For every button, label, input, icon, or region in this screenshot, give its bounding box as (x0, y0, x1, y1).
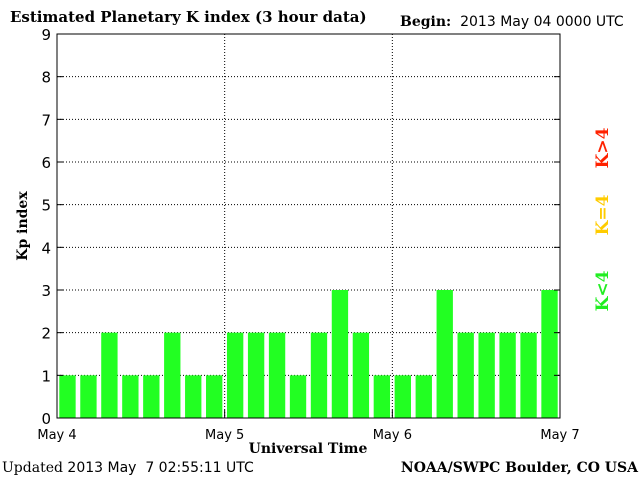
kp-bar (310, 332, 328, 418)
kp-bar (59, 375, 76, 418)
kp-bar (247, 332, 265, 418)
x-tick-label: May 5 (205, 428, 244, 443)
legend-equal-text: K=4 (593, 194, 613, 235)
kp-bar (143, 375, 160, 418)
x-tick-label: May 4 (37, 428, 76, 443)
y-tick-label: 8 (41, 69, 51, 87)
plot-frame (56, 33, 561, 419)
x-axis-label: Universal Time (249, 441, 368, 457)
grid-layer (57, 34, 560, 418)
kp-bar (415, 375, 432, 418)
updated-time: Updated 2013 May 7 02:55:11 UTC (2, 460, 254, 476)
y-axis-label: Kp index (15, 191, 31, 261)
y-tick-label: 7 (41, 111, 51, 129)
kp-bar (457, 332, 474, 418)
y-tick-label: 0 (41, 410, 51, 428)
ticks-layer: 0 1 2 3 4 5 6 7 8 9 May 4 May 5 May 6 May 7 (37, 26, 579, 443)
kp-bar (289, 375, 307, 418)
kp-bar (268, 332, 286, 418)
kp-bar (520, 332, 537, 418)
kp-bar (373, 375, 391, 418)
y-tick-label: 6 (41, 154, 51, 172)
kp-bar (164, 332, 181, 418)
updated-value: 2013 May 7 02:55:11 UTC (67, 460, 254, 476)
kp-bar (206, 375, 223, 418)
kp-bar (185, 375, 202, 418)
legend-below-text: K<4 (593, 270, 613, 311)
y-tick-label: 9 (41, 26, 51, 44)
kp-bar (541, 290, 558, 418)
kp-bar (101, 332, 118, 418)
begin-time: Begin: 2013 May 04 0000 UTC (400, 14, 624, 30)
kp-bar (499, 332, 516, 418)
begin-label: Begin: (400, 14, 452, 30)
kp-bar (226, 332, 244, 418)
credit-text: NOAA/SWPC Boulder, CO USA (400, 460, 638, 476)
bars-layer (59, 290, 558, 418)
y-tick-label: 4 (41, 239, 51, 257)
kp-bar (331, 290, 349, 418)
x-tick-label: May 7 (540, 428, 579, 443)
kp-bar (80, 375, 97, 418)
y-tick-label: 1 (41, 367, 51, 385)
kp-bar (122, 375, 139, 418)
kp-bar (394, 375, 411, 418)
y-tick-label: 3 (41, 282, 51, 300)
legend-above-text: K>4 (593, 127, 613, 168)
x-tick-label: May 6 (373, 428, 412, 443)
kp-bar (352, 332, 370, 418)
y-tick-label: 5 (41, 197, 51, 215)
chart-title: Estimated Planetary K index (3 hour data… (10, 8, 367, 26)
begin-value: 2013 May 04 0000 UTC (460, 14, 624, 30)
kp-bar (436, 290, 453, 418)
y-tick-label: 2 (41, 325, 51, 343)
kp-bar (478, 332, 495, 418)
updated-label: Updated (2, 460, 63, 476)
